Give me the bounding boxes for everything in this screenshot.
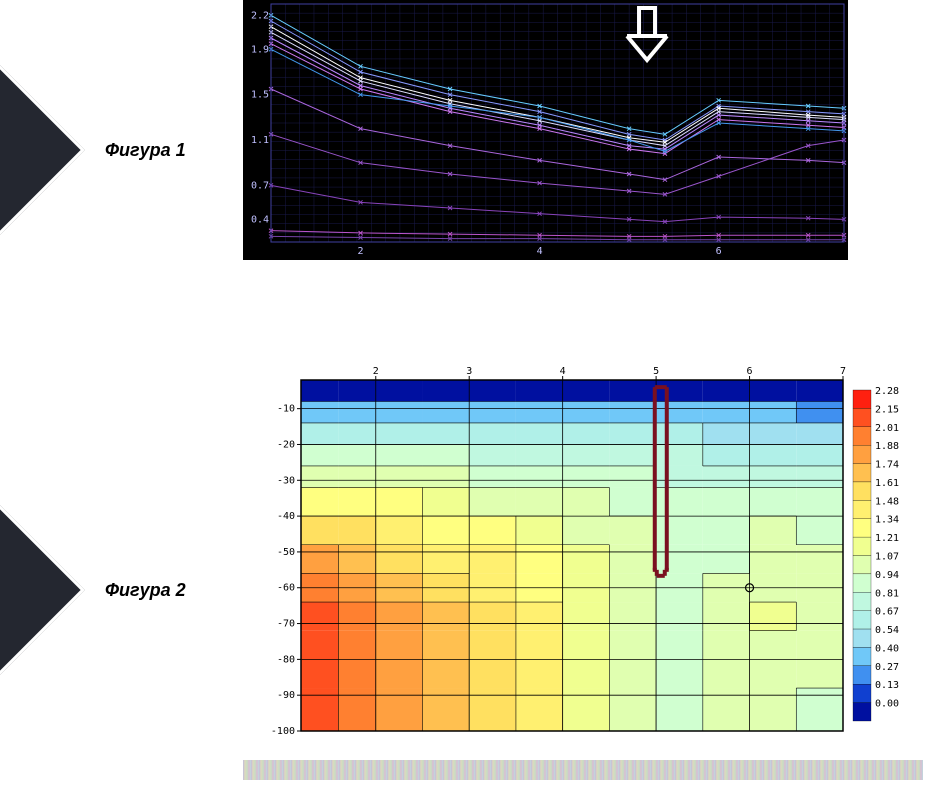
svg-text:1.9: 1.9 bbox=[251, 44, 269, 55]
svg-text:1.74: 1.74 bbox=[875, 460, 899, 471]
svg-text:2.01: 2.01 bbox=[875, 423, 899, 434]
svg-text:2: 2 bbox=[358, 246, 364, 257]
svg-text:6: 6 bbox=[747, 366, 753, 377]
figure-2-label: Фигура 2 bbox=[105, 580, 186, 601]
svg-text:1.48: 1.48 bbox=[875, 496, 899, 507]
svg-text:0.00: 0.00 bbox=[875, 699, 899, 710]
svg-text:0.27: 0.27 bbox=[875, 662, 899, 673]
svg-text:-50: -50 bbox=[277, 547, 295, 558]
figure-1-label: Фигура 1 bbox=[105, 140, 186, 161]
svg-text:0.54: 0.54 bbox=[875, 625, 899, 636]
svg-text:-80: -80 bbox=[277, 654, 295, 665]
svg-text:2.15: 2.15 bbox=[875, 404, 899, 415]
svg-text:1.1: 1.1 bbox=[251, 135, 269, 146]
svg-text:1.21: 1.21 bbox=[875, 533, 899, 544]
svg-text:1.88: 1.88 bbox=[875, 441, 899, 452]
svg-text:6: 6 bbox=[716, 246, 722, 257]
svg-text:1.61: 1.61 bbox=[875, 478, 899, 489]
svg-text:0.67: 0.67 bbox=[875, 607, 899, 618]
line-chart: 0.4 0.7 1.1 1.5 1.9 2.2 2 4 6 bbox=[243, 0, 848, 260]
svg-text:2: 2 bbox=[373, 366, 379, 377]
svg-text:0.4: 0.4 bbox=[251, 214, 269, 225]
svg-text:1.34: 1.34 bbox=[875, 515, 899, 526]
svg-text:1.5: 1.5 bbox=[251, 90, 269, 101]
svg-text:-40: -40 bbox=[277, 511, 295, 522]
chevron-2 bbox=[0, 505, 85, 675]
chevron-1 bbox=[0, 65, 85, 235]
heatmap-chart: 2 3 4 5 6 7 -10 -20 -30 -40 -50 -60 -70 -80 -90 -100 2.… bbox=[263, 360, 923, 735]
svg-text:0.13: 0.13 bbox=[875, 680, 899, 691]
svg-text:-70: -70 bbox=[277, 619, 295, 630]
svg-text:4: 4 bbox=[537, 246, 543, 257]
svg-text:-60: -60 bbox=[277, 583, 295, 594]
svg-text:0.7: 0.7 bbox=[251, 180, 269, 191]
svg-text:-20: -20 bbox=[277, 439, 295, 450]
svg-text:1.07: 1.07 bbox=[875, 552, 899, 563]
svg-text:2.2: 2.2 bbox=[251, 10, 269, 21]
noise-bar bbox=[243, 760, 923, 780]
svg-text:-10: -10 bbox=[277, 404, 295, 415]
svg-text:4: 4 bbox=[560, 366, 566, 377]
svg-text:5: 5 bbox=[653, 366, 659, 377]
svg-text:-90: -90 bbox=[277, 690, 295, 701]
svg-text:3: 3 bbox=[466, 366, 472, 377]
svg-text:7: 7 bbox=[840, 366, 846, 377]
svg-text:0.94: 0.94 bbox=[875, 570, 899, 581]
svg-text:2.28: 2.28 bbox=[875, 386, 899, 397]
svg-text:0.81: 0.81 bbox=[875, 588, 899, 599]
svg-text:-100: -100 bbox=[271, 726, 295, 735]
svg-text:0.40: 0.40 bbox=[875, 643, 899, 654]
svg-text:-30: -30 bbox=[277, 475, 295, 486]
